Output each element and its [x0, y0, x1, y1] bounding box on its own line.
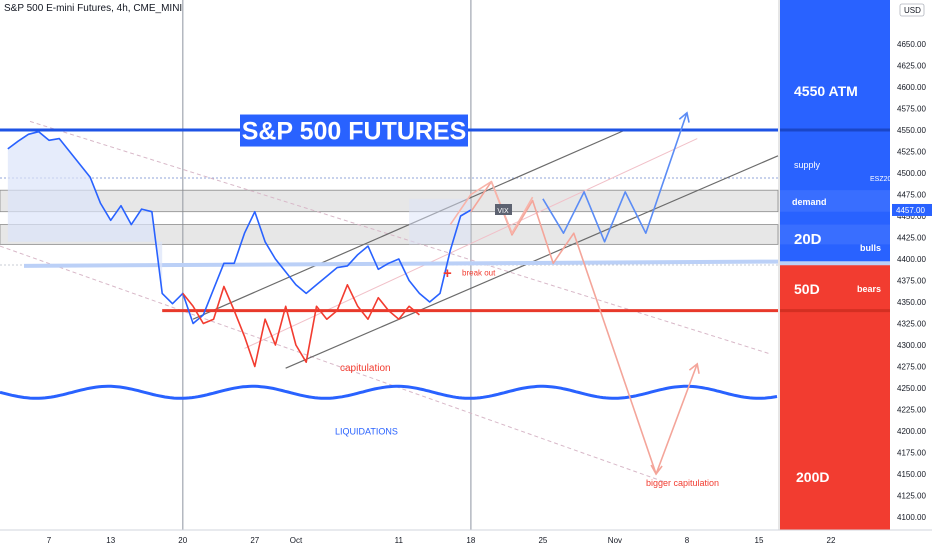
x-tick-label: Nov	[608, 536, 622, 545]
chart-title-bar: S&P 500 E-mini Futures, 4h, CME_MINI	[4, 3, 183, 14]
y-tick-label: 4425.00	[897, 234, 926, 243]
last-price-tag: 4457.00	[896, 206, 925, 215]
liquidation-wave	[0, 384, 778, 400]
y-tick-label: 4475.00	[897, 191, 926, 200]
price-area-fill	[7, 131, 163, 294]
x-tick-label: 27	[250, 536, 259, 545]
price-series-bear	[182, 284, 420, 368]
panel-label-50d: 50D	[794, 281, 820, 297]
y-tick-label: 4500.00	[897, 169, 926, 178]
supply-zone	[0, 189, 779, 213]
break-out-plus-icon: +	[443, 265, 452, 282]
panel-bulls	[780, 0, 890, 265]
y-tick-label: 4350.00	[897, 298, 926, 307]
y-tick-label: 4250.00	[897, 384, 926, 393]
currency-label: USD	[904, 6, 921, 15]
panel-label-20d: 20D	[794, 231, 822, 248]
y-tick-label: 4275.00	[897, 363, 926, 372]
annotation-break-out: break out	[462, 268, 496, 277]
x-tick-label: 11	[395, 536, 404, 545]
y-tick-label: 4400.00	[897, 255, 926, 264]
x-tick-label: Oct	[290, 536, 303, 545]
y-tick-label: 4450.00	[897, 212, 926, 221]
y-tick-label: 4150.00	[897, 470, 926, 479]
vix-tag-bg	[495, 204, 512, 215]
y-tick-label: 4575.00	[897, 105, 926, 114]
y-tick-label: 4125.00	[897, 492, 926, 501]
x-tick-label: 25	[538, 536, 547, 545]
x-tick-label: 8	[685, 536, 690, 545]
bear-bottom-arrow	[650, 464, 663, 476]
panel-zone-supply	[780, 190, 890, 212]
channel-upper	[192, 129, 626, 320]
y-tick-label: 4650.00	[897, 40, 926, 49]
annotation-bigger-capitulation: bigger capitulation	[646, 478, 719, 488]
vix-tag-text: VIX	[497, 208, 509, 215]
y-tick-label: 4100.00	[897, 513, 926, 522]
y-tick-label: 4325.00	[897, 320, 926, 329]
price-series-bull	[7, 130, 472, 325]
panel-label-bulls: bulls	[860, 243, 881, 253]
x-axis-bg	[0, 530, 932, 550]
panel-label-supply: supply	[794, 160, 821, 170]
y-tick-label: 4525.00	[897, 148, 926, 157]
panel-label-demand: demand	[792, 197, 827, 207]
panel-ticker-tag: ESZ2021	[870, 176, 899, 183]
headline-text: S&P 500 FUTURES	[242, 118, 467, 146]
x-tick-label: 22	[827, 536, 836, 545]
x-tick-label: 20	[178, 536, 187, 545]
panel-bears	[780, 265, 890, 530]
panel-label-atm: 4550 ATM	[794, 83, 858, 99]
annotation-liquidations: LIQUIDATIONS	[335, 426, 398, 436]
trendline-lower	[0, 245, 667, 484]
y-tick-label: 4600.00	[897, 83, 926, 92]
y-tick-label: 4550.00	[897, 126, 926, 135]
currency-box	[899, 3, 925, 17]
projection-bull-path-light	[449, 180, 534, 234]
y-tick-label: 4625.00	[897, 62, 926, 71]
panel-divider	[778, 0, 780, 550]
headline-box	[240, 114, 468, 147]
y-tick-label: 4225.00	[897, 406, 926, 415]
plot-background	[0, 0, 778, 550]
last-price-tag-bg	[892, 203, 932, 216]
x-tick-label: 15	[755, 536, 764, 545]
y-tick-label: 4300.00	[897, 341, 926, 350]
y-axis-bg	[890, 0, 932, 550]
trendline-upper	[29, 120, 770, 355]
x-tick-label: 18	[466, 536, 475, 545]
y-tick-label: 4175.00	[897, 449, 926, 458]
x-tick-label: 7	[47, 536, 52, 545]
x-tick-label: 13	[106, 536, 115, 545]
panel-zone-demand	[780, 224, 890, 245]
projection-arrowhead-bear-path	[688, 362, 700, 374]
projection-arrowhead-bull-path	[678, 111, 690, 123]
panel-label-bears: bears	[857, 284, 881, 294]
panel-label-200d: 200D	[796, 469, 829, 485]
y-tick-label: 4200.00	[897, 427, 926, 436]
projection-bull-path	[542, 112, 688, 243]
y-tick-label: 4375.00	[897, 277, 926, 286]
annotation-capitulation: capitulation	[340, 363, 391, 374]
price-area-fill-2	[409, 198, 471, 245]
